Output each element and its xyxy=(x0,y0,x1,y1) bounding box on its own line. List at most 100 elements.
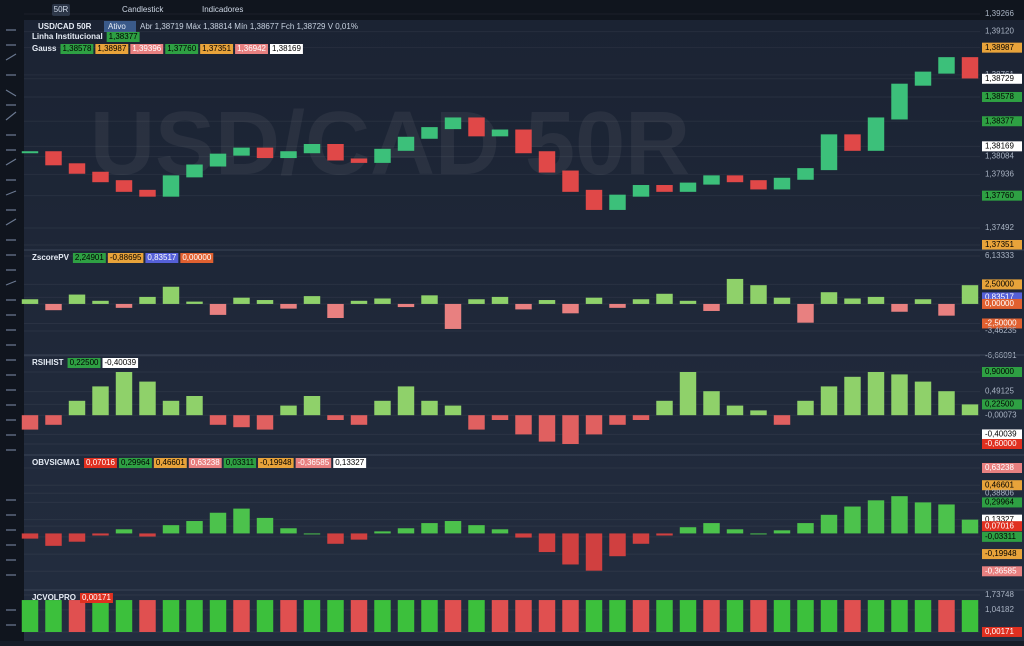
histogram-bar xyxy=(397,600,415,632)
legend-value: 1,37351 xyxy=(202,44,231,53)
price-box xyxy=(982,497,1022,508)
legend-value: 0,63238 xyxy=(191,458,220,467)
axis-label: 1,73748 xyxy=(985,590,1014,599)
histogram-bar xyxy=(186,521,203,534)
price-brick xyxy=(538,151,556,173)
legend-box xyxy=(145,253,179,263)
histogram-bar xyxy=(891,303,908,312)
axis-label: 1,37351 xyxy=(985,240,1014,249)
histogram-bar xyxy=(656,600,673,632)
price-brick xyxy=(468,117,485,137)
histogram-bar xyxy=(68,600,86,632)
legend-box xyxy=(295,458,332,468)
price-brick xyxy=(914,71,932,86)
legend-value: 1,38578 xyxy=(62,44,91,53)
histogram-bar xyxy=(632,600,650,632)
legend-value: 1,38169 xyxy=(272,44,301,53)
histogram-bar xyxy=(209,512,227,534)
price-brick xyxy=(303,144,321,154)
histogram-bar xyxy=(820,514,838,534)
histogram-bar xyxy=(632,415,650,420)
histogram-bar xyxy=(515,303,532,310)
histogram-bar xyxy=(938,303,955,316)
price-brick xyxy=(585,189,603,210)
histogram-bar xyxy=(468,525,485,534)
axis-label: 1,38987 xyxy=(985,43,1014,52)
legend-value: 0,22500 xyxy=(70,358,99,367)
histogram-bar xyxy=(538,300,556,304)
indicators-button[interactable]: Indicadores xyxy=(202,5,243,14)
legend-box xyxy=(333,458,367,468)
histogram-bar xyxy=(844,506,861,534)
legend-value: 0,03311 xyxy=(226,458,255,467)
histogram-bar xyxy=(679,600,697,632)
histogram-bar xyxy=(773,297,791,304)
axis-label: 0,00171 xyxy=(985,627,1014,636)
histogram-bar xyxy=(515,533,532,538)
legend-value: 0,83517 xyxy=(147,253,176,262)
axis-label: 1,04182 xyxy=(985,605,1014,614)
tool-icons[interactable] xyxy=(5,29,17,626)
chart-type[interactable]: Candlestick xyxy=(122,5,164,14)
histogram-bar xyxy=(515,600,532,632)
price-brick xyxy=(444,117,462,130)
histogram-bar xyxy=(914,502,932,534)
histogram-bar xyxy=(186,600,203,632)
histogram-bar xyxy=(350,415,368,425)
histogram-bar xyxy=(397,303,415,308)
legend-box xyxy=(235,44,268,54)
histogram-bar xyxy=(679,300,697,304)
histogram-bar xyxy=(374,600,391,632)
histogram-bar xyxy=(679,372,697,416)
price-box xyxy=(982,399,1022,410)
axis-label: -0,03311 xyxy=(985,532,1017,541)
histogram-bar xyxy=(139,533,156,537)
status-box[interactable] xyxy=(104,21,136,32)
top-toolbar xyxy=(0,0,1024,20)
price-brick xyxy=(68,163,86,174)
histogram-bar xyxy=(303,600,321,632)
price-box xyxy=(982,292,1022,303)
histogram-bar xyxy=(421,600,438,632)
histogram-bar xyxy=(656,533,673,536)
histogram-bar xyxy=(797,303,814,323)
histogram-bar xyxy=(726,529,744,534)
histogram-bar xyxy=(303,296,321,304)
histogram-bar xyxy=(209,600,227,632)
histogram-bar xyxy=(21,415,39,430)
axis-label: 0,00000 xyxy=(985,299,1014,308)
price-brick xyxy=(491,129,509,137)
legend-box xyxy=(102,358,139,368)
price-brick xyxy=(280,151,297,159)
timeframe-button[interactable] xyxy=(52,4,70,16)
price-brick xyxy=(162,175,180,197)
price-box xyxy=(982,73,1022,84)
histogram-bar xyxy=(45,533,62,546)
watermark: USD/CAD 50R xyxy=(90,94,690,194)
histogram-bar xyxy=(891,374,908,416)
histogram-bar xyxy=(773,530,791,534)
histogram-bar xyxy=(961,519,979,534)
histogram-bar xyxy=(914,600,932,632)
price-brick xyxy=(562,170,579,192)
price-box xyxy=(982,298,1022,309)
histogram-bar xyxy=(256,300,274,304)
histogram-bar xyxy=(703,523,720,534)
histogram-bar xyxy=(820,292,838,304)
axis-label: 1,38377 xyxy=(985,116,1014,125)
price-brick xyxy=(21,151,39,154)
histogram-bar xyxy=(491,600,509,632)
price-box xyxy=(982,521,1022,532)
histogram-bar xyxy=(421,400,438,416)
symbol: USD/CAD 50R xyxy=(38,22,92,31)
legend-box xyxy=(107,253,144,263)
axis-label: -0,00073 xyxy=(985,410,1017,419)
axis-label: 1,39266 xyxy=(985,9,1014,18)
timeframe[interactable]: 50R xyxy=(54,5,69,14)
histogram-bar xyxy=(750,410,767,416)
histogram-bar xyxy=(773,600,791,632)
status[interactable]: Ativo xyxy=(108,22,126,31)
price-box xyxy=(982,566,1022,577)
axis-label: 0,38806 xyxy=(985,488,1014,497)
axis-label: 1,38084 xyxy=(985,152,1014,161)
